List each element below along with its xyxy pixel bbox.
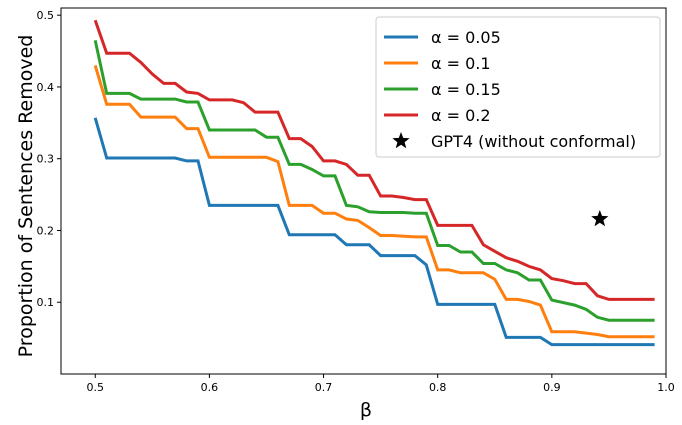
y-tick-label: 0.1 [37,296,55,309]
series-line-3 [93,39,655,322]
series-line-2 [93,64,655,339]
legend-label-4: α = 0.2 [431,106,491,125]
y-tick-label: 0.5 [37,9,55,22]
legend-label-gpt4: GPT4 (without conformal) [431,132,636,151]
x-tick-label: 0.7 [315,381,333,394]
legend-label-1: α = 0.05 [431,28,501,47]
y-axis-label: Proportion of Sentences Removed [15,35,37,358]
x-tick-label: 1.0 [657,381,675,394]
axes: 0.5 0.6 0.7 0.8 0.9 1.0 0.1 0.2 0.3 0.4 0.5 [37,7,675,394]
x-tick-label: 0.8 [429,381,447,394]
legend-box [375,16,661,158]
y-tick-label: 0.2 [37,224,55,237]
y-tick-label: 0.3 [37,153,55,166]
legend-label-3: α = 0.15 [431,80,501,99]
x-tick-label: 0.6 [201,381,219,394]
legend-star-icon [392,132,410,149]
series-lines [93,19,655,347]
y-tick-label: 0.4 [37,81,55,94]
x-tick-label: 0.5 [86,381,104,394]
x-tick-label: 0.9 [543,381,561,394]
legend-label-2: α = 0.1 [431,54,491,73]
plot-frame [60,7,667,375]
x-axis-label: β [360,399,372,421]
series-line-1 [93,117,655,347]
gpt4-star-marker [591,210,609,227]
series-line-4 [93,19,655,301]
points-layer [591,210,609,227]
legend: α = 0.05 α = 0.1 α = 0.15 α = 0.2 GPT4 (with… [375,16,661,158]
